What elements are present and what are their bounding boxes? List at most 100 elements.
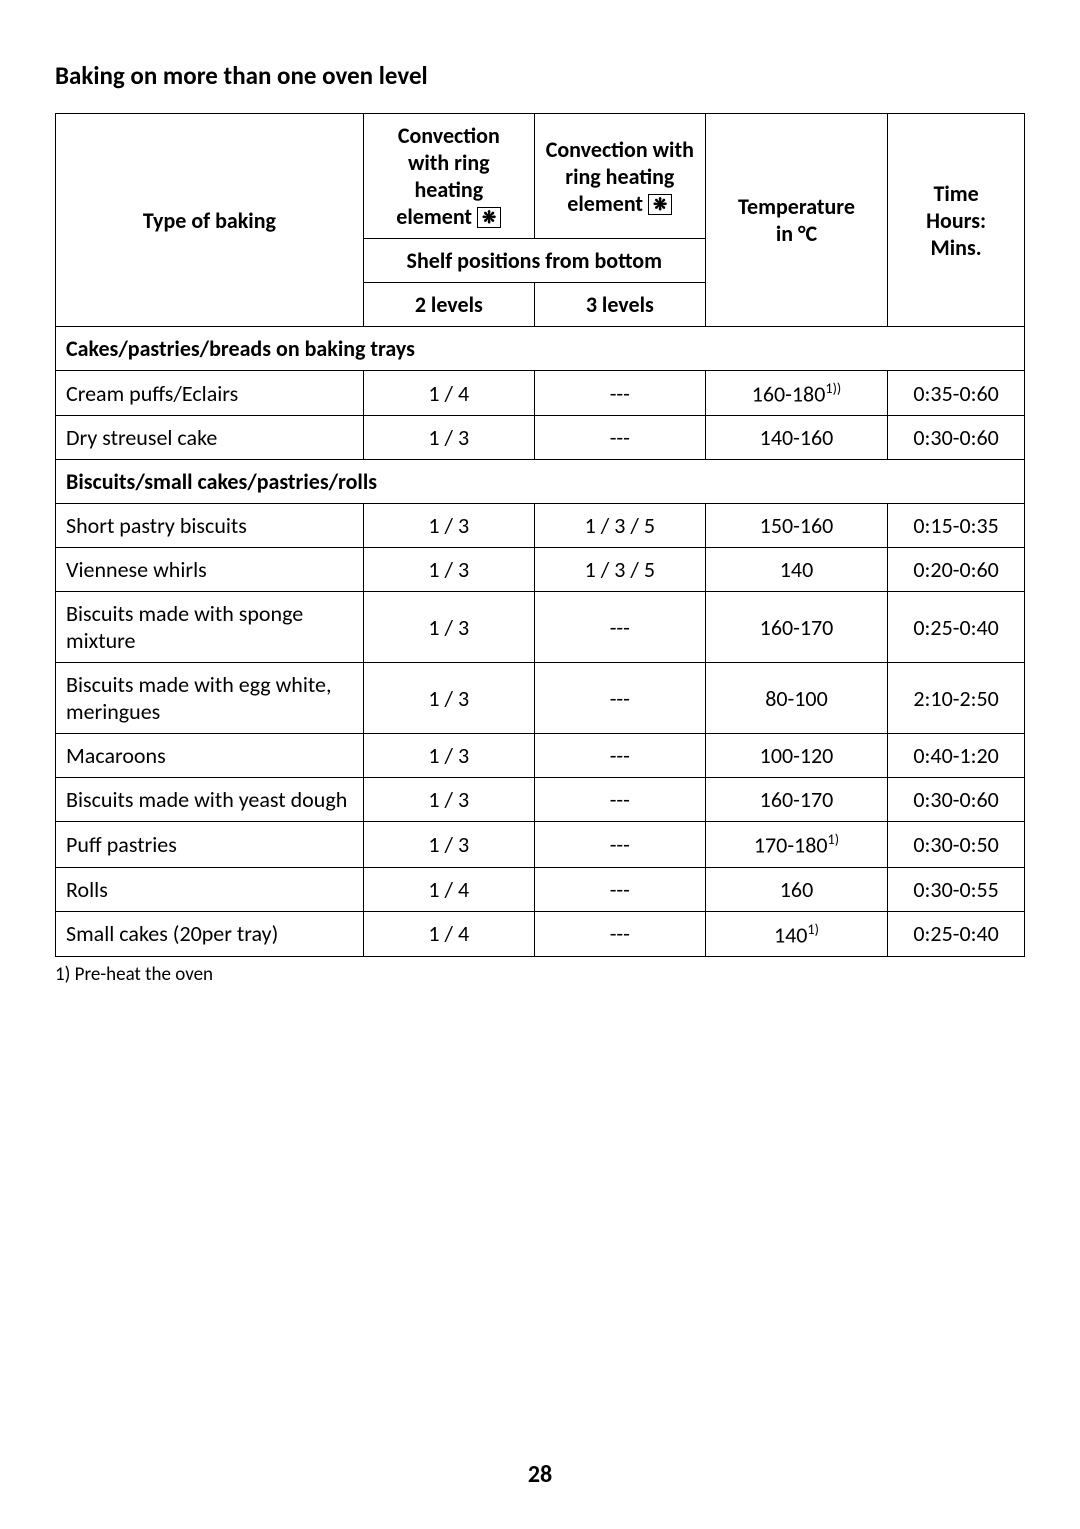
cell-temperature: 160-1801)): [705, 371, 887, 416]
th-convection-a-l2: with ring: [408, 149, 490, 176]
cell-2-levels: 1 / 3: [363, 822, 534, 867]
cell-time: 0:30-0:60: [888, 778, 1025, 822]
cell-name: Short pastry biscuits: [56, 504, 364, 548]
cell-name: Dry streusel cake: [56, 416, 364, 460]
table-row: Viennese whirls1 / 31 / 3 / 51400:20-0:6…: [56, 548, 1025, 592]
table-row: Cream puffs/Eclairs1 / 4---160-1801))0:3…: [56, 371, 1025, 416]
cell-name: Biscuits made with yeast dough: [56, 778, 364, 822]
th-convection-b-l2: ring heating: [565, 163, 674, 190]
table-section-row: Cakes/pastries/breads on baking trays: [56, 327, 1025, 371]
cell-2-levels: 1 / 4: [363, 867, 534, 911]
table-body: Cakes/pastries/breads on baking traysCre…: [56, 327, 1025, 957]
cell-time: 0:25-0:40: [888, 592, 1025, 663]
th-three-levels: 3 levels: [534, 283, 705, 327]
cell-2-levels: 1 / 3: [363, 548, 534, 592]
cell-time: 0:30-0:60: [888, 416, 1025, 460]
page-title: Baking on more than one oven level: [55, 60, 1025, 91]
cell-time: 0:35-0:60: [888, 371, 1025, 416]
cell-name: Cream puffs/Eclairs: [56, 371, 364, 416]
cell-temperature: 160-170: [705, 592, 887, 663]
th-convection-a-l1: Convection: [398, 122, 500, 149]
cell-temperature: 140-160: [705, 416, 887, 460]
th-time-l2: Hours:: [926, 207, 986, 234]
th-convection-b: Convection with ring heating element ❋: [534, 114, 705, 239]
th-temperature-l2: in °C: [776, 220, 817, 247]
table-row: Small cakes (20per tray)1 / 4---1401)0:2…: [56, 911, 1025, 956]
cell-name: Rolls: [56, 867, 364, 911]
cell-3-levels: ---: [534, 911, 705, 956]
th-convection-a: Convection with ring heating element ❋: [363, 114, 534, 239]
cell-3-levels: ---: [534, 734, 705, 778]
cell-3-levels: ---: [534, 867, 705, 911]
section-label: Biscuits/small cakes/pastries/rolls: [56, 460, 1025, 504]
cell-2-levels: 1 / 3: [363, 778, 534, 822]
cell-2-levels: 1 / 4: [363, 371, 534, 416]
cell-time: 0:15-0:35: [888, 504, 1025, 548]
cell-2-levels: 1 / 3: [363, 592, 534, 663]
table-row: Macaroons1 / 3---100-1200:40-1:20: [56, 734, 1025, 778]
cell-3-levels: ---: [534, 416, 705, 460]
table-header-row: Type of baking Convection with ring heat…: [56, 114, 1025, 239]
th-two-levels: 2 levels: [363, 283, 534, 327]
table-row: Short pastry biscuits1 / 31 / 3 / 5150-1…: [56, 504, 1025, 548]
cell-name: Viennese whirls: [56, 548, 364, 592]
cell-3-levels: ---: [534, 592, 705, 663]
cell-temperature: 160: [705, 867, 887, 911]
th-convection-a-l4: element: [396, 203, 472, 230]
th-convection-b-l1: Convection with: [546, 136, 694, 163]
cell-3-levels: ---: [534, 371, 705, 416]
cell-name: Small cakes (20per tray): [56, 911, 364, 956]
page-number: 28: [0, 1460, 1080, 1489]
cell-time: 0:30-0:50: [888, 822, 1025, 867]
cell-3-levels: ---: [534, 822, 705, 867]
cell-time: 0:25-0:40: [888, 911, 1025, 956]
cell-temperature: 170-1801): [705, 822, 887, 867]
table-section-row: Biscuits/small cakes/pastries/rolls: [56, 460, 1025, 504]
table-row: Dry streusel cake1 / 3---140-1600:30-0:6…: [56, 416, 1025, 460]
section-label: Cakes/pastries/breads on baking trays: [56, 327, 1025, 371]
table-row: Biscuits made with yeast dough1 / 3---16…: [56, 778, 1025, 822]
cell-name: Biscuits made with sponge mixture: [56, 592, 364, 663]
cell-3-levels: ---: [534, 663, 705, 734]
cell-2-levels: 1 / 3: [363, 416, 534, 460]
page: Baking on more than one oven level Type …: [0, 0, 1080, 1529]
cell-temperature-sup: 1): [807, 920, 819, 938]
cell-name: Biscuits made with egg white, meringues: [56, 663, 364, 734]
cell-time: 0:20-0:60: [888, 548, 1025, 592]
cell-3-levels: 1 / 3 / 5: [534, 548, 705, 592]
cell-time: 0:40-1:20: [888, 734, 1025, 778]
cell-name: Puff pastries: [56, 822, 364, 867]
cell-temperature-sup: 1): [828, 830, 840, 848]
cell-3-levels: 1 / 3 / 5: [534, 504, 705, 548]
th-temperature-l1: Temperature: [738, 193, 855, 220]
cell-temperature: 100-120: [705, 734, 887, 778]
th-time: Time Hours: Mins.: [888, 114, 1025, 327]
footnote: 1) Pre-heat the oven: [55, 963, 1025, 986]
cell-2-levels: 1 / 3: [363, 504, 534, 548]
th-convection-b-l3: element: [567, 190, 643, 217]
cell-time: 2:10-2:50: [888, 663, 1025, 734]
cell-temperature: 150-160: [705, 504, 887, 548]
table-row: Biscuits made with egg white, meringues1…: [56, 663, 1025, 734]
table-row: Rolls1 / 4---1600:30-0:55: [56, 867, 1025, 911]
cell-3-levels: ---: [534, 778, 705, 822]
cell-2-levels: 1 / 3: [363, 663, 534, 734]
fan-icon: ❋: [477, 207, 501, 228]
cell-temperature-sup: 1)): [825, 379, 841, 397]
cell-2-levels: 1 / 3: [363, 734, 534, 778]
cell-name: Macaroons: [56, 734, 364, 778]
cell-2-levels: 1 / 4: [363, 911, 534, 956]
cell-temperature: 160-170: [705, 778, 887, 822]
cell-temperature: 80-100: [705, 663, 887, 734]
cell-temperature: 140: [705, 548, 887, 592]
th-convection-a-l3: heating: [414, 176, 483, 203]
cell-temperature: 1401): [705, 911, 887, 956]
th-temperature: Temperature in °C: [705, 114, 887, 327]
baking-table: Type of baking Convection with ring heat…: [55, 113, 1025, 957]
th-type-of-baking: Type of baking: [56, 114, 364, 327]
th-shelf-positions: Shelf positions from bottom: [363, 239, 705, 283]
table-row: Puff pastries1 / 3---170-1801)0:30-0:50: [56, 822, 1025, 867]
cell-time: 0:30-0:55: [888, 867, 1025, 911]
table-row: Biscuits made with sponge mixture1 / 3--…: [56, 592, 1025, 663]
fan-icon: ❋: [648, 194, 672, 215]
